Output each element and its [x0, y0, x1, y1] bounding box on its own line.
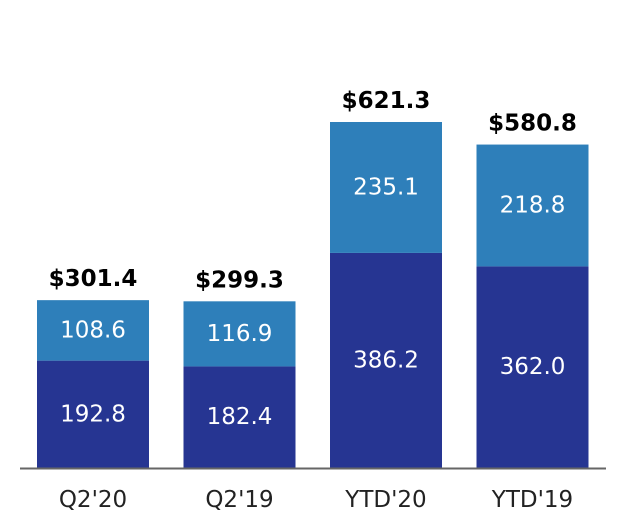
bar-top-3 [330, 122, 442, 253]
segment-label-top-4: 218.8 [500, 192, 566, 218]
bar-bottom-4 [476, 266, 589, 468]
segment-label-bottom-4: 362.0 [500, 354, 566, 380]
segment-label-top-3: 235.1 [353, 174, 419, 200]
segment-label-bottom-1: 192.8 [60, 401, 126, 427]
total-label-3: $621.3 [342, 88, 431, 114]
bar-top-4 [476, 144, 589, 267]
bar-bottom-2 [183, 366, 296, 468]
segment-label-top-2: 116.9 [207, 321, 273, 347]
bar-top-2 [183, 301, 296, 367]
bar-bottom-1 [37, 360, 149, 468]
total-label-1: $301.4 [49, 266, 138, 292]
bar-bottom-3 [330, 252, 442, 468]
segment-label-top-1: 108.6 [60, 317, 126, 343]
bar-top-1 [37, 300, 149, 361]
segment-label-bottom-2: 182.4 [207, 404, 273, 430]
total-label-2: $299.3 [195, 267, 284, 293]
segment-label-bottom-3: 386.2 [353, 347, 419, 373]
x-tick-label-3: YTD'20 [344, 487, 426, 513]
x-tick-label-4: YTD'19 [491, 487, 573, 513]
bars-group [37, 122, 589, 468]
total-label-4: $580.8 [488, 111, 577, 137]
labels-group: 192.8 108.6 $301.4 Q2'20 182.4 116.9 $299.3 Q2'… [49, 88, 577, 513]
x-tick-label-1: Q2'20 [59, 487, 127, 513]
x-tick-label-2: Q2'19 [205, 487, 273, 513]
